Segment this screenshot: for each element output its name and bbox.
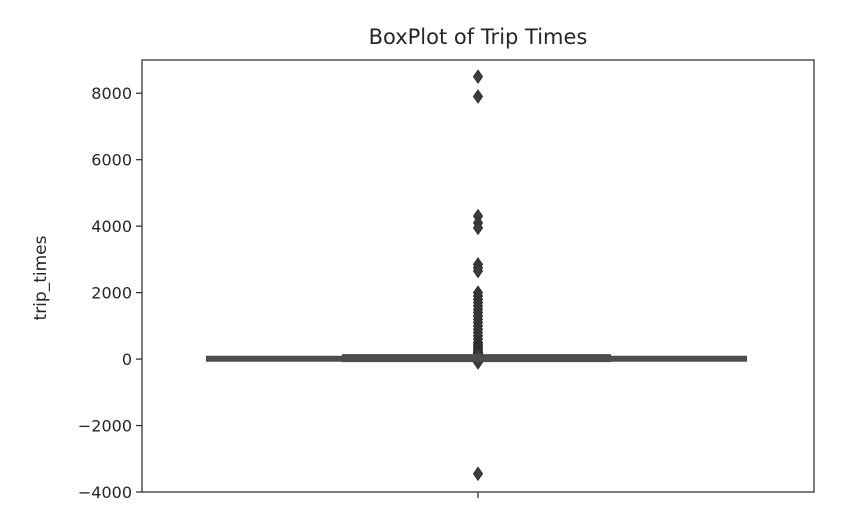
y-tick-label: 4000 [91, 217, 132, 236]
y-tick-label: −2000 [78, 417, 132, 436]
outlier-point [472, 263, 484, 279]
outlier-point [472, 89, 484, 104]
outlier-point [472, 69, 484, 84]
outlier-point [472, 220, 484, 236]
outlier-point [472, 466, 484, 482]
outliers [472, 69, 484, 482]
y-tick-label: 6000 [91, 151, 132, 170]
y-tick-label: 0 [122, 350, 132, 369]
y-axis-ticks: −4000 −2000 0 2000 4000 6000 8000 [78, 84, 142, 502]
chart-title: BoxPlot of Trip Times [369, 25, 588, 49]
y-tick-label: 8000 [91, 84, 132, 103]
y-axis-label: trip_times [31, 235, 51, 320]
y-tick-label: −4000 [78, 483, 132, 502]
y-tick-label: 2000 [91, 284, 132, 303]
box [206, 354, 747, 363]
